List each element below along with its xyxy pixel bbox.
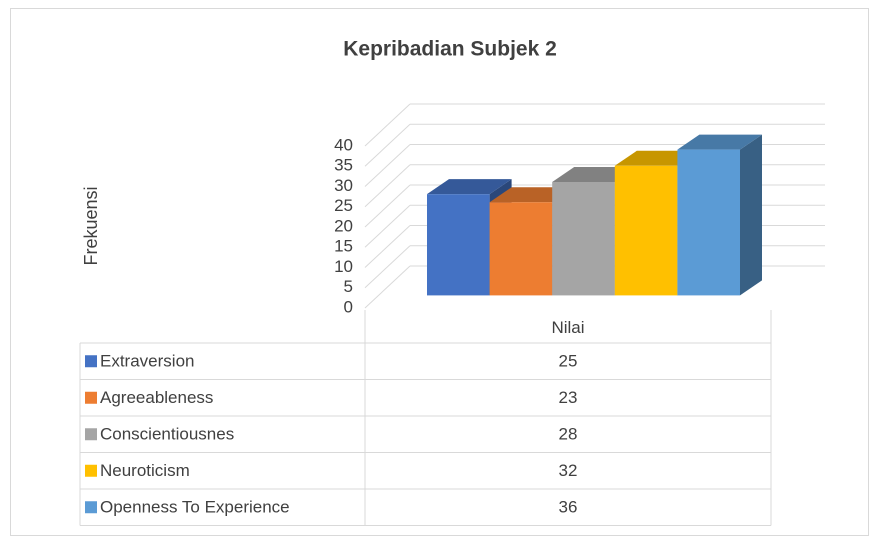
table-value: 23 bbox=[559, 388, 578, 407]
grid-line bbox=[364, 103, 411, 147]
y-tick-label: 25 bbox=[334, 196, 353, 215]
legend-swatch bbox=[85, 501, 97, 514]
grid-line bbox=[364, 144, 411, 187]
legend-label: Openness To Experience bbox=[100, 498, 290, 517]
table-value: 36 bbox=[559, 498, 578, 517]
legend-swatch bbox=[85, 464, 97, 477]
legend-label: Neuroticism bbox=[100, 461, 190, 480]
y-tick-label: 40 bbox=[334, 135, 353, 154]
grid-line bbox=[364, 123, 411, 167]
table-value: 28 bbox=[559, 425, 578, 444]
y-axis-label: Frekuensi bbox=[81, 186, 101, 265]
bar bbox=[677, 149, 740, 296]
bar-top bbox=[427, 179, 512, 195]
bar bbox=[489, 202, 553, 296]
grid-line bbox=[364, 265, 411, 309]
y-tick-label: 15 bbox=[334, 237, 353, 256]
chart-title: Kepribadian Subjek 2 bbox=[343, 38, 557, 61]
y-tick-label: 10 bbox=[334, 257, 353, 276]
grid-line bbox=[364, 184, 411, 228]
y-tick-label: 30 bbox=[334, 176, 353, 195]
grid-line bbox=[364, 245, 411, 289]
bar-side bbox=[740, 134, 762, 296]
bar-top bbox=[677, 134, 762, 150]
legend-swatch bbox=[85, 355, 97, 368]
table-value: 25 bbox=[559, 352, 578, 371]
legend-swatch bbox=[85, 391, 97, 404]
y-tick-label: 0 bbox=[344, 297, 353, 316]
y-tick-label: 20 bbox=[334, 216, 353, 235]
legend-label: Conscientiousnes bbox=[100, 425, 234, 444]
grid-line bbox=[364, 164, 411, 208]
bar bbox=[552, 182, 615, 296]
y-tick-label: 5 bbox=[344, 277, 353, 296]
table-value: 32 bbox=[559, 461, 578, 480]
table-header: Nilai bbox=[551, 318, 584, 337]
legend-label: Agreeableness bbox=[100, 388, 213, 407]
bar bbox=[427, 194, 490, 296]
legend-label: Extraversion bbox=[100, 352, 194, 371]
legend-swatch bbox=[85, 428, 97, 441]
grid-line bbox=[364, 225, 411, 268]
y-tick-label: 35 bbox=[334, 156, 353, 175]
grid-line bbox=[364, 204, 411, 248]
bar bbox=[614, 165, 678, 296]
